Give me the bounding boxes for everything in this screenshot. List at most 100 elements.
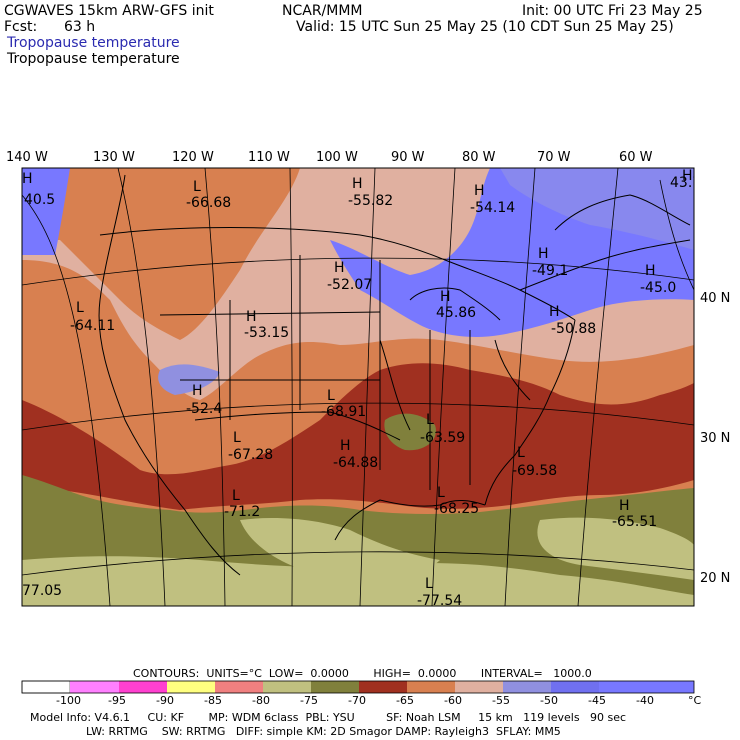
colorbar-label: -75 [300,694,318,707]
lon-label-130w: 130 W [93,150,135,165]
extremum-type: H [682,168,693,184]
extremum-type: H [619,498,630,514]
colorbar-label: -80 [252,694,270,707]
extremum-type: L [426,412,434,428]
colorbar-label: -95 [108,694,126,707]
extremum-value: -54.14 [470,200,515,216]
extremum-value: 43.7 [670,175,701,191]
forecast-label: Fcst: [4,19,38,35]
extremum-type: H [192,383,203,399]
extremum-type: H [352,176,363,192]
extremum-type: H [440,289,451,305]
extremum-value: -68.25 [434,501,479,517]
colorbar-label: -50 [540,694,558,707]
lon-label-100w: 100 W [316,150,358,165]
extremum-type: L [425,576,433,592]
extremum-type: H [474,183,485,199]
extremum-value: -64.11 [70,318,115,334]
extremum-type: H [538,246,549,262]
colorbar-label: -40 [636,694,654,707]
lon-label-110w: 110 W [248,150,290,165]
extremum-type: H [334,260,345,276]
colorbar-swatch [359,681,407,693]
extremum-type: H [340,438,351,454]
colorbar-swatch [215,681,263,693]
extremum-value: -64.88 [333,455,378,471]
forecast-hours: 63 h [64,19,96,35]
lat-label-40n: 40 N [700,291,730,306]
lat-label-30n: 30 N [700,431,730,446]
colorbar-swatch [455,681,503,693]
extremum-value: -52.07 [327,277,372,293]
colorbar-swatch [503,681,551,693]
extremum-value: -52.4 [186,401,222,417]
extremum-value: -68.91 [321,404,366,420]
colorbar-label: -90 [156,694,174,707]
lat-label-20n: 20 N [700,571,730,586]
extremum-type: L [76,300,84,316]
extremum-value: -77.54 [417,593,462,609]
colorbar-swatch [647,681,694,693]
colorbar-swatch [21,680,71,694]
lon-label-90w: 90 W [391,150,425,165]
extremum-type: H [549,304,560,320]
colorbar-swatch [599,681,647,693]
colorbar-swatch [311,681,359,693]
extremum-type: L [517,445,525,461]
field-title-1: Tropopause temperature [7,35,180,51]
extremum-type: L [437,485,445,501]
colorbar-label: -55 [492,694,510,707]
map-border [21,167,695,607]
temperature-field [22,168,694,606]
extremum-value: -49.1 [532,263,568,279]
init-time: Init: 00 UTC Fri 23 May 25 [522,3,703,19]
colorbar-label: -65 [396,694,414,707]
colorbar-label: -100 [56,694,81,707]
lon-label-80w: 80 W [462,150,496,165]
graticule [22,168,694,606]
extremum-type: L [232,488,240,504]
extremum-value: 45.86 [436,305,476,321]
colorbar [21,680,695,694]
extremum-value: -65.51 [612,514,657,530]
lon-label-70w: 70 W [537,150,571,165]
extremum-type: H [645,263,656,279]
extremum-type: L [327,388,335,404]
extremum-value: 40.5 [24,192,55,208]
extremum-type: H [246,309,257,325]
lon-label-120w: 120 W [172,150,214,165]
extremum-value: -53.15 [244,325,289,341]
valid-time: Valid: 15 UTC Sun 25 May 25 (10 CDT Sun … [296,19,674,35]
field-title-2: Tropopause temperature [7,51,180,67]
contour-info: CONTOURS: UNITS=°C LOW= 0.0000 HIGH= 0.0… [133,667,592,680]
extremum-value: -66.68 [186,195,231,211]
colorbar-swatch [263,681,311,693]
extremum-type: L [233,430,241,446]
extremum-value: -50.88 [551,321,596,337]
colorbar-swatch [70,681,119,693]
extremum-type: L [193,179,201,195]
center-name: NCAR/MMM [282,3,363,19]
colorbar-unit: °C [688,694,702,707]
extremum-value: 77.05 [22,583,62,599]
extremum-value: -67.28 [228,447,273,463]
colorbar-swatch [407,681,455,693]
model-info-line2: LW: RRTMG SW: RRTMG DIFF: simple KM: 2D … [30,725,561,738]
extremum-value: -55.82 [348,193,393,209]
lon-label-60w: 60 W [619,150,653,165]
colorbar-label: -85 [204,694,222,707]
lon-label-140w: 140 W [6,150,48,165]
extremum-type: H [22,171,33,187]
colorbar-swatch [167,681,215,693]
colorbar-label: -45 [588,694,606,707]
political-boundaries [98,174,691,576]
model-title: CGWAVES 15km ARW-GFS init [4,3,214,19]
model-info-line1: Model Info: V4.6.1 CU: KF MP: WDM 6class… [30,711,627,724]
colorbar-label: -70 [348,694,366,707]
colorbar-swatch [551,681,599,693]
extremum-value: -71.2 [224,504,260,520]
colorbar-label: -60 [444,694,462,707]
colorbar-swatch [119,681,167,693]
extremum-value: -69.58 [512,463,557,479]
